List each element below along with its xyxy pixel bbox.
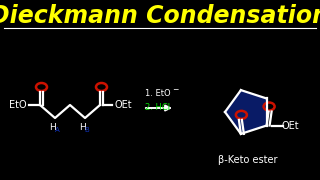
- Text: EtO: EtO: [9, 100, 27, 110]
- Text: B: B: [84, 127, 89, 133]
- Text: A: A: [55, 127, 60, 133]
- Text: Dieckmann Condensation: Dieckmann Condensation: [0, 4, 320, 28]
- Text: 1. EtO: 1. EtO: [145, 89, 171, 98]
- Text: H: H: [79, 123, 85, 132]
- Text: OEt: OEt: [114, 100, 132, 110]
- Text: OEt: OEt: [282, 121, 300, 130]
- Text: 2. HCl: 2. HCl: [145, 103, 170, 112]
- Polygon shape: [225, 90, 267, 134]
- Text: −: −: [172, 86, 178, 94]
- Text: H: H: [49, 123, 55, 132]
- Text: β-Keto ester: β-Keto ester: [218, 155, 278, 165]
